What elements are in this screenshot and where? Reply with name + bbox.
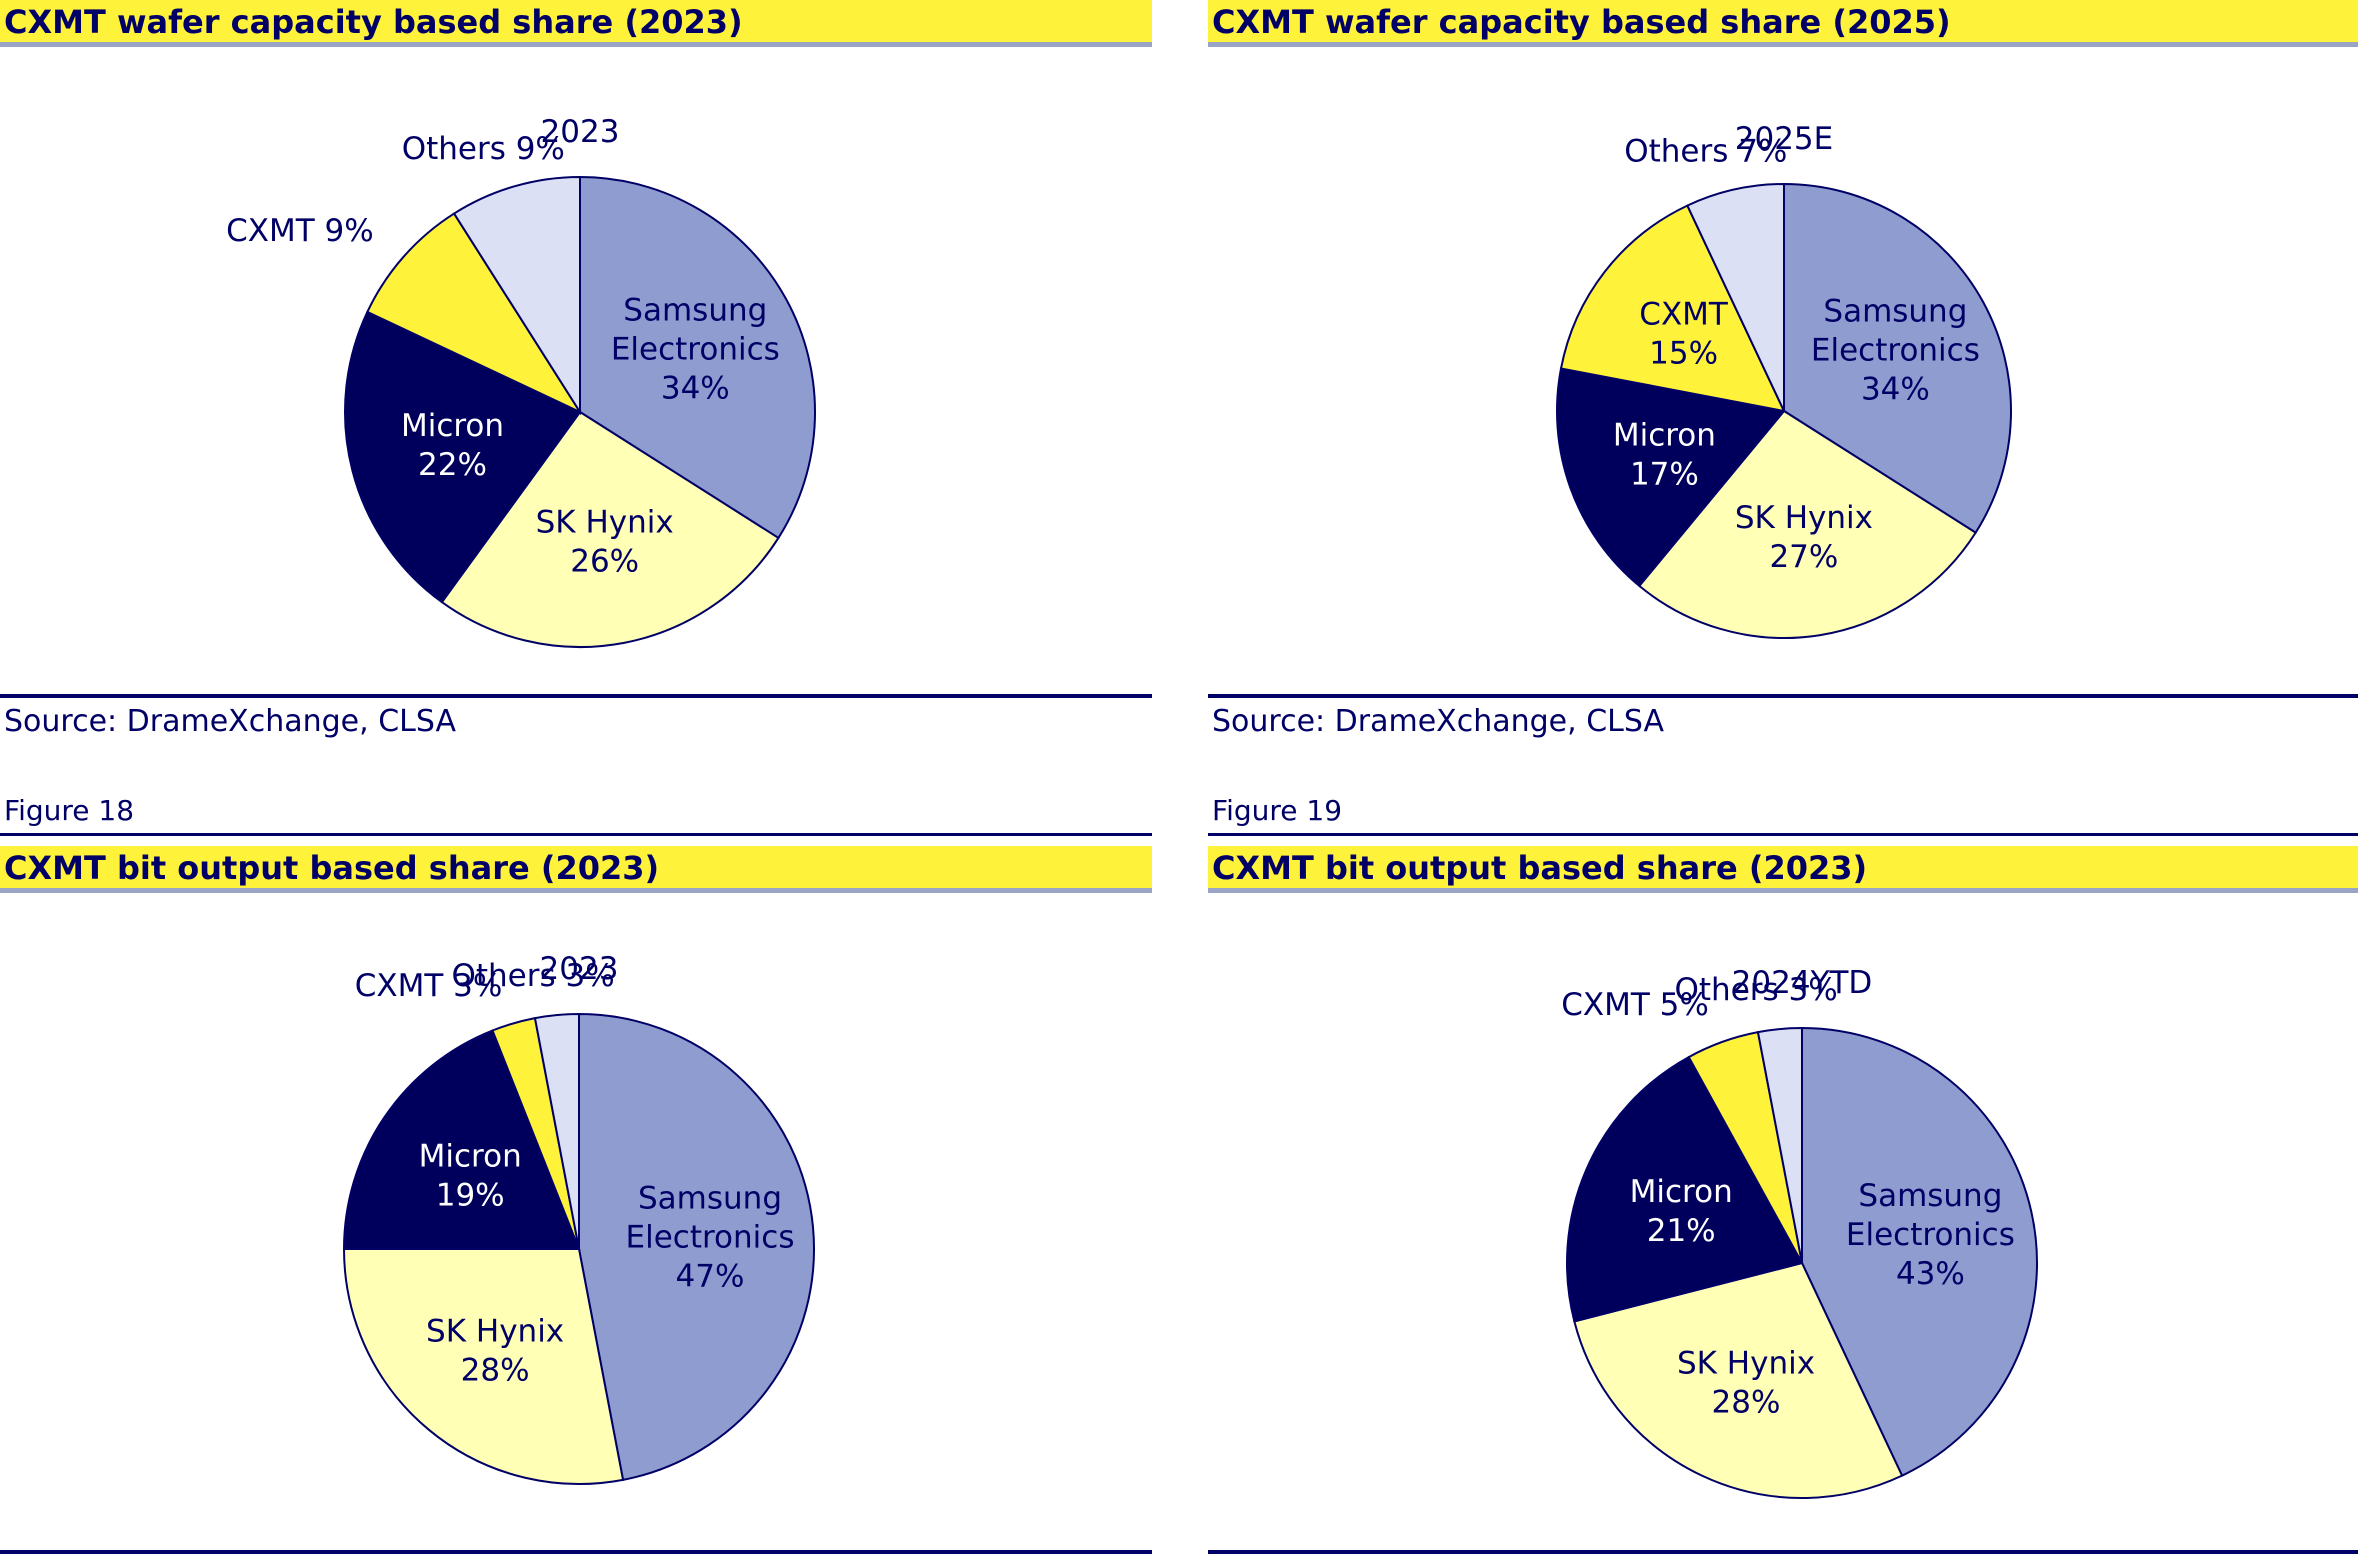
slice-label-cxmt: CXMT 5% [1561,987,1709,1023]
slice-label-cxmt: CXMT 15% [1639,296,1729,371]
bottom-rule [0,1550,1152,1554]
slice-label-sk-hynix: SK Hynix 27% [1735,500,1873,575]
slice-label-samsung-electronics: Samsung Electronics 34% [1811,294,1980,408]
pie-chart: 2023 Samsung Electronics 34% SK Hynix 26% Micr… [226,114,816,649]
top-rule [1208,833,2358,836]
pie-slice-sk-hynix [440,410,780,649]
pie-chart: 2025E Samsung Electronics 34% SK Hynix 27% Mic… [1556,121,2012,639]
panel-title-bar: CXMT bit output based share (2023) [0,846,1152,893]
pie-slice-sk-hynix [342,1248,625,1485]
slice-label-micron: Micron 17% [1613,417,1716,492]
panel-title-bar: CXMT wafer capacity based share (2025) [1208,0,2358,47]
panel-title: CXMT wafer capacity based share (2025) [1212,3,1951,41]
pie-slice-others [1756,1026,1803,1264]
slice-label-others: Others 9% [402,131,565,167]
pie-slice-others [1686,182,1785,412]
slice-label-others: Others 3% [1674,972,1837,1008]
pie-slice-micron [1556,367,1786,588]
pie-slice-sk-hynix [1637,409,1978,639]
bottom-rule [0,694,1152,698]
pie-slice-sk-hynix [1573,1261,1904,1499]
pie-chart: 2023 Samsung Electronics 47% SK Hynix 28% Micr… [342,951,815,1485]
panel-title-bar: CXMT bit output based share (2023) [1208,846,2358,893]
pie-slice-cxmt [1559,204,1786,413]
slice-label-samsung-electronics: Samsung Electronics 34% [611,293,780,407]
panel-title: CXMT wafer capacity based share (2023) [4,3,743,41]
slice-label-micron: Micron 21% [1630,1174,1733,1249]
panel-bit-2023: Figure 18 CXMT bit output based share (2… [0,790,1152,1558]
slice-label-sk-hynix: SK Hynix 28% [1677,1345,1815,1420]
chart-year-label: 2025E [1735,121,1833,157]
pie-slice-micron [342,1029,581,1250]
chart-year-label: 2024YTD [1732,965,1873,1001]
panel-bit-2024ytd: Figure 19 CXMT bit output based share (2… [1208,790,2358,1558]
slice-label-micron: Micron 22% [401,408,504,483]
panel-title-bar: CXMT wafer capacity based share (2023) [0,0,1152,47]
slice-label-cxmt: CXMT 3% [355,968,503,1004]
pie-slice-others [452,175,581,416]
slice-label-others: Others 3% [451,958,614,994]
slice-label-cxmt: CXMT 9% [226,213,374,249]
bottom-rule [1208,1550,2358,1554]
pie-chart: 2024YTD Samsung Electronics 43% SK Hynix 28% M… [1561,965,2038,1499]
figure-label: Figure 18 [4,794,135,827]
slice-label-sk-hynix: SK Hynix 28% [426,1314,564,1389]
top-rule [0,833,1152,836]
bottom-rule [1208,694,2358,698]
pie-slice-micron [1566,1055,1804,1323]
slice-label-sk-hynix: SK Hynix 26% [536,505,674,580]
panel-wafer-2025: CXMT wafer capacity based share (2025) 2… [1208,0,2358,740]
pie-slice-samsung-electronics [1801,1026,2038,1477]
panel-title: CXMT bit output based share (2023) [4,849,660,887]
slice-label-others: Others 7% [1624,133,1787,169]
slice-label-micron: Micron 19% [419,1138,522,1213]
panel-wafer-2023: CXMT wafer capacity based share (2023) 2… [0,0,1152,740]
pie-slice-samsung-electronics [579,175,816,540]
pie-slice-samsung-electronics [578,1012,815,1482]
chart-year-label: 2023 [540,951,619,987]
source-note: Source: DrameXchange, CLSA [1212,704,1664,739]
slice-label-samsung-electronics: Samsung Electronics 43% [1846,1178,2015,1292]
figure-label: Figure 19 [1212,794,1343,827]
pie-slice-others [533,1012,580,1250]
pie-slice-samsung-electronics [1783,182,2012,535]
pie-slice-cxmt [366,212,583,415]
slice-label-samsung-electronics: Samsung Electronics 47% [626,1181,795,1295]
panel-title: CXMT bit output based share (2023) [1212,849,1868,887]
source-note: Source: DrameXchange, CLSA [4,704,456,739]
chart-year-label: 2023 [541,114,620,150]
